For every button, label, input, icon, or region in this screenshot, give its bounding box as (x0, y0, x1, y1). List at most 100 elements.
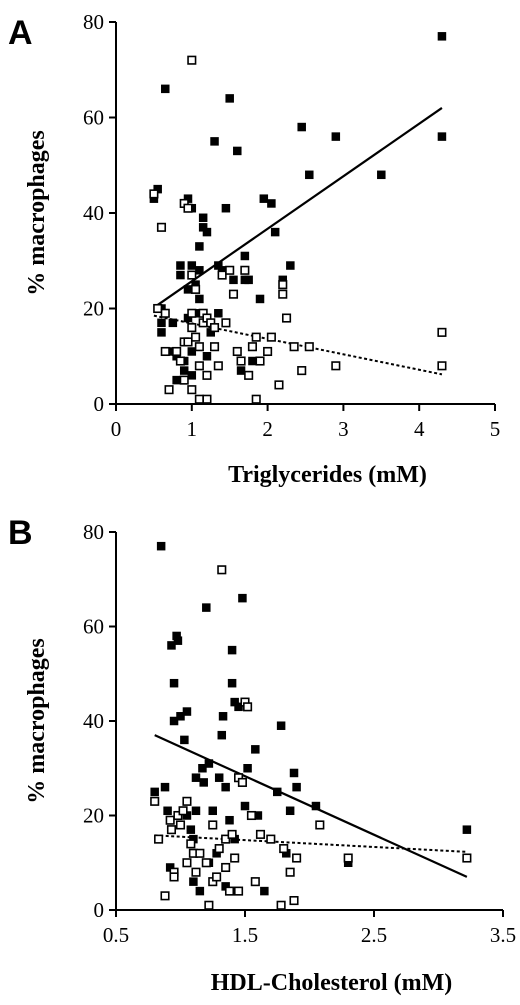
point-filled-square (202, 603, 211, 612)
fit-line-filled-series (153, 107, 443, 309)
point-filled-square (176, 712, 185, 721)
point-filled-square (195, 242, 204, 251)
point-open-square (263, 346, 273, 357)
y-tick-label: 0 (94, 898, 105, 922)
point-open-square (209, 323, 220, 333)
point-open-square (208, 820, 218, 830)
point-open-square (236, 356, 246, 366)
point-open-square (437, 327, 447, 337)
point-filled-square (311, 801, 321, 811)
point-open-square (209, 342, 220, 352)
y-axis-ticks-a: 0 20 40 60 80 (83, 10, 116, 416)
point-open-square (221, 318, 231, 328)
panel-letter-a: A (8, 14, 33, 52)
x-tick-label: 5 (490, 417, 501, 441)
point-open-square (183, 337, 193, 347)
point-open-square (212, 872, 222, 882)
panel-letter-b: B (8, 514, 33, 552)
x-tick-label: 4 (414, 417, 425, 441)
point-filled-square (286, 261, 295, 270)
x-axis-title-a: Triglycerides (mM) (228, 462, 427, 488)
point-filled-square (289, 768, 299, 778)
point-open-square (214, 844, 224, 854)
fit-line-filled-series (154, 734, 468, 878)
point-filled-square (169, 678, 179, 688)
point-open-square (156, 222, 167, 232)
point-open-square (221, 862, 231, 873)
point-filled-square (208, 806, 217, 816)
point-filled-square (221, 782, 230, 792)
point-filled-square (248, 356, 257, 366)
point-open-square (246, 810, 256, 821)
point-filled-square (259, 194, 269, 203)
point-open-square (227, 829, 237, 839)
point-filled-square (169, 716, 179, 726)
axes-frame-a (115, 22, 495, 405)
point-filled-square (305, 170, 314, 180)
point-open-square (191, 332, 201, 342)
point-filled-square (233, 146, 242, 156)
point-filled-square (168, 318, 178, 328)
point-filled-square (195, 294, 204, 304)
data-points-a (149, 32, 447, 404)
x-tick-label: 2 (262, 417, 273, 441)
point-open-square (150, 796, 160, 806)
point-filled-square (285, 806, 295, 816)
point-open-square (279, 844, 289, 854)
data-points-b (150, 541, 472, 910)
point-filled-square (238, 593, 247, 603)
y-tick-label: 80 (83, 10, 104, 34)
point-open-square (224, 886, 235, 896)
point-filled-square (191, 806, 201, 816)
point-filled-square (234, 702, 243, 712)
y-tick-label: 40 (83, 709, 104, 733)
point-open-square (278, 280, 288, 290)
y-axis-title-b: % macrophages (24, 638, 50, 804)
point-open-square (154, 834, 164, 844)
point-filled-square (255, 294, 265, 304)
point-open-square (191, 284, 201, 294)
point-filled-square (377, 170, 386, 180)
point-filled-square (240, 801, 250, 811)
point-open-square (194, 394, 204, 404)
point-filled-square (218, 712, 228, 721)
point-open-square (204, 900, 214, 910)
point-open-square (225, 265, 235, 275)
point-open-square (217, 270, 227, 280)
point-open-square (175, 820, 186, 830)
point-open-square (244, 370, 254, 380)
point-open-square (165, 815, 175, 825)
point-filled-square (187, 371, 197, 380)
point-open-square (247, 342, 257, 352)
y-tick-label: 80 (83, 520, 104, 544)
point-filled-square (214, 773, 224, 782)
point-filled-square (267, 199, 276, 208)
point-open-square (194, 342, 204, 352)
point-filled-square (270, 227, 280, 237)
point-filled-square (176, 261, 185, 270)
point-open-square (285, 867, 295, 877)
point-open-square (274, 380, 284, 390)
point-filled-square (187, 347, 197, 356)
point-filled-square (163, 806, 172, 816)
point-filled-square (180, 735, 189, 745)
point-filled-square (157, 328, 166, 337)
point-open-square (178, 806, 188, 816)
point-filled-square (225, 815, 234, 825)
point-filled-square (195, 886, 205, 896)
fit-line-open-series (153, 314, 443, 376)
point-open-square (175, 356, 185, 366)
point-open-square (266, 834, 276, 844)
point-filled-square (251, 745, 260, 754)
point-filled-square (227, 645, 237, 655)
point-open-square (232, 346, 242, 357)
axes-frame-b (115, 532, 503, 911)
point-filled-square (244, 275, 253, 285)
point-filled-square (214, 309, 223, 318)
point-open-square (213, 361, 223, 371)
point-filled-square (240, 251, 250, 261)
point-open-square (297, 366, 307, 376)
point-open-square (187, 323, 197, 333)
point-open-square (276, 900, 286, 910)
point-open-square (194, 361, 204, 371)
